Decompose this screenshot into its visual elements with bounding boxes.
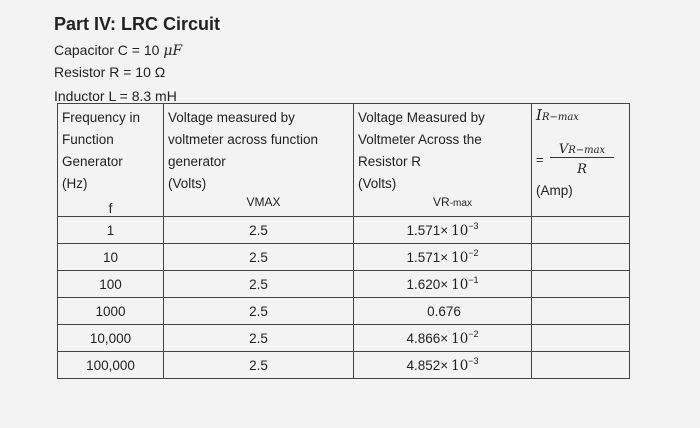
table-row: 10 2.5 1.571× 10−2 <box>57 243 630 271</box>
capacitor-label: Capacitor C = 10 <box>54 42 160 58</box>
header-row: Frequency in Function Generator (Hz) f V… <box>57 103 630 217</box>
cell-ir <box>531 324 630 352</box>
header-vmax: Voltage measured by voltmeter across fun… <box>163 103 354 217</box>
cell-frequency: 1000 <box>57 297 164 325</box>
capacitor-unit: μF <box>163 43 183 59</box>
cell-frequency: 10,000 <box>57 324 164 352</box>
header-frequency: Frequency in Function Generator (Hz) f <box>57 103 164 217</box>
cell-vmax: 2.5 <box>163 324 354 352</box>
resistor-line: Resistor R = 10 Ω <box>54 64 165 80</box>
ir-denominator: R <box>577 162 587 177</box>
cell-ir <box>531 270 630 298</box>
ir-numerator: VR−max <box>550 142 614 158</box>
cell-vr: 1.571× 10−3 <box>353 216 532 244</box>
table-row: 100 2.5 1.620× 10−1 <box>57 270 630 298</box>
table-row: 1 2.5 1.571× 10−3 <box>57 216 630 244</box>
cell-vr: 0.676 <box>353 297 532 325</box>
frequency-symbol: f <box>108 201 113 216</box>
page-title: Part IV: LRC Circuit <box>54 14 221 34</box>
resistor-unit: Ω <box>154 64 166 80</box>
table-row: 1000 2.5 0.676 <box>57 297 630 325</box>
table-row: 100,000 2.5 4.852× 10−3 <box>57 351 630 379</box>
cell-frequency: 10 <box>57 243 164 271</box>
inductor-line: Inductor L = 8.3 mH <box>54 88 177 104</box>
cell-vmax: 2.5 <box>163 297 354 325</box>
cell-vmax: 2.5 <box>163 351 354 379</box>
capacitor-line: Capacitor C = 10 μF <box>54 42 182 59</box>
cell-vr: 4.866× 10−2 <box>353 324 532 352</box>
resistor-label: Resistor R = 10 <box>54 64 151 80</box>
cell-vmax: 2.5 <box>163 270 354 298</box>
vmax-symbol: VMAX <box>246 195 281 209</box>
cell-frequency: 1 <box>57 216 164 244</box>
cell-vr: 4.852× 10−3 <box>353 351 532 379</box>
data-table: Frequency in Function Generator (Hz) f V… <box>57 103 630 379</box>
cell-frequency: 100,000 <box>57 351 164 379</box>
cell-vmax: 2.5 <box>163 243 354 271</box>
cell-vr: 1.620× 10−1 <box>353 270 532 298</box>
header-ir: IR−max = VR−max R (Amp) <box>531 103 630 217</box>
ir-equals: = <box>536 152 544 167</box>
cell-vr: 1.571× 10−2 <box>353 243 532 271</box>
table-row: 10,000 2.5 4.866× 10−2 <box>57 324 630 352</box>
ir-symbol: IR−max <box>536 106 579 124</box>
cell-ir <box>531 243 630 271</box>
cell-frequency: 100 <box>57 270 164 298</box>
cell-ir <box>531 297 630 325</box>
ir-unit: (Amp) <box>536 183 573 198</box>
vr-symbol: VR-max <box>433 195 472 209</box>
cell-ir <box>531 216 630 244</box>
header-vr: Voltage Measured by Voltmeter Across the… <box>353 103 532 217</box>
cell-ir <box>531 351 630 379</box>
cell-vmax: 2.5 <box>163 216 354 244</box>
